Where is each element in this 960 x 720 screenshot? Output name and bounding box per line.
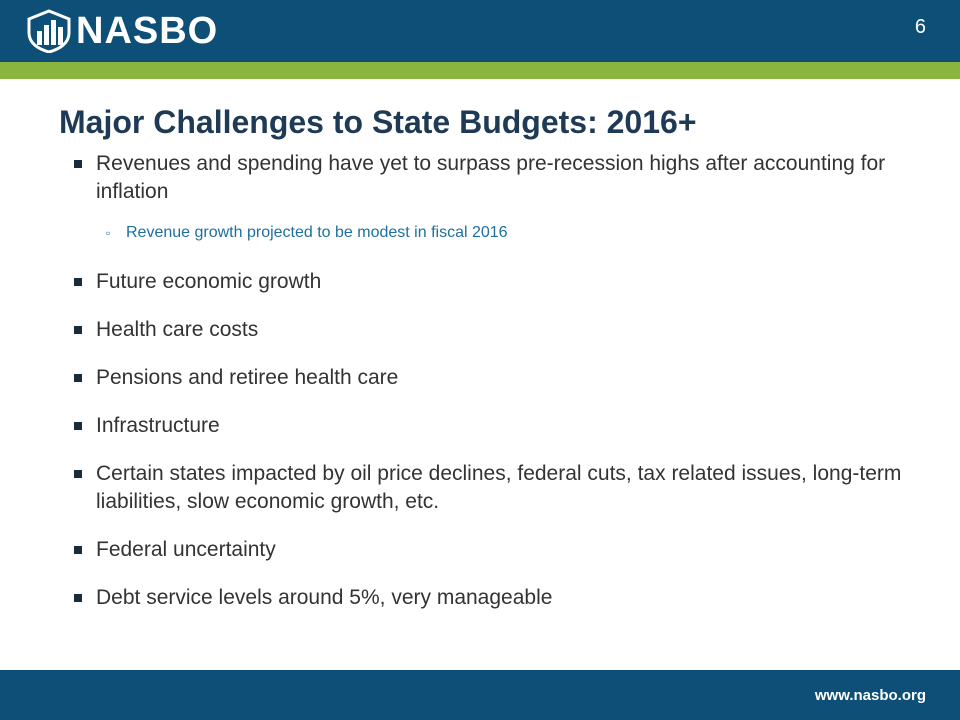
square-bullet-icon (74, 326, 82, 334)
bullet-text: Certain states impacted by oil price dec… (96, 462, 902, 513)
square-bullet-icon (74, 594, 82, 602)
bullet-text: Infrastructure (96, 414, 220, 437)
bullet-item: Pensions and retiree health care (74, 364, 934, 392)
bullet-text: Pensions and retiree health care (96, 366, 399, 389)
slide-number: 6 (914, 16, 926, 38)
bullet-item: Infrastructure (74, 412, 934, 440)
bullet-item: Future economic growth (74, 268, 934, 296)
bullet-item: Health care costs (74, 316, 934, 344)
slide-title: Major Challenges to State Budgets: 2016+ (59, 104, 697, 140)
bullet-text: Future economic growth (96, 270, 322, 293)
website-link[interactable]: www.nasbo.org (814, 687, 926, 704)
bullet-item: Debt service levels around 5%, very mana… (74, 584, 934, 612)
bullet-text: Health care costs (96, 318, 259, 341)
nasbo-logo: NASBO (26, 9, 218, 53)
bullet-text: Revenues and spending have yet to surpas… (96, 152, 886, 203)
footer-bar (0, 670, 960, 720)
square-bullet-icon (74, 374, 82, 382)
square-bullet-icon (74, 278, 82, 286)
logo-wordmark: NASBO (76, 10, 219, 52)
bullet-text: Federal uncertainty (96, 538, 276, 561)
sub-bullet-item: ▫ Revenue growth projected to be modest … (74, 222, 934, 244)
square-bullet-icon (74, 160, 82, 168)
bullet-item: Certain states impacted by oil price dec… (74, 460, 934, 516)
sub-bullet-text: Revenue growth projected to be modest in… (126, 224, 508, 241)
square-bullet-icon (74, 546, 82, 554)
small-square-bullet-icon: ▫ (106, 226, 111, 240)
nasbo-bars-logo-icon (27, 9, 71, 53)
bullet-list: Revenues and spending have yet to surpas… (74, 150, 934, 632)
bullet-item: Federal uncertainty (74, 536, 934, 564)
header-bar (0, 0, 960, 62)
square-bullet-icon (74, 422, 82, 430)
square-bullet-icon (74, 470, 82, 478)
bullet-text: Debt service levels around 5%, very mana… (96, 586, 553, 609)
bullet-item: Revenues and spending have yet to surpas… (74, 150, 934, 206)
accent-stripe (0, 62, 960, 79)
